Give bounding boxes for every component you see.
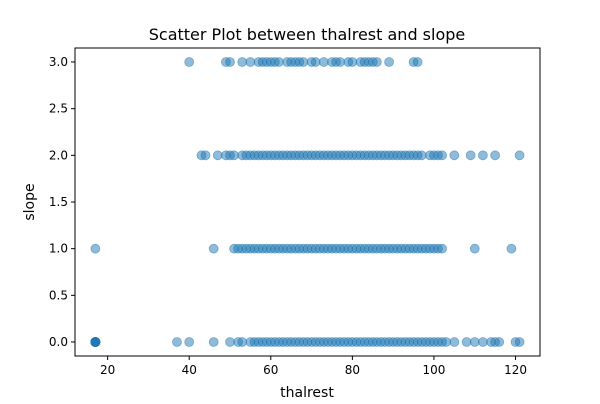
y-tick-label: 2.0 [49,148,68,162]
x-tick-label: 120 [504,363,527,377]
scatter-point [490,150,501,161]
scatter-points [90,57,525,347]
scatter-point [437,243,448,254]
scatter-point [184,57,195,67]
scatter-point [469,243,480,254]
scatter-point [384,57,394,67]
scatter-point [225,337,235,347]
x-axis: 20 40 60 80 100 120 [100,356,527,377]
y-tick-label: 1.0 [49,242,68,256]
scatter-point [465,150,476,161]
scatter-point [494,337,505,347]
scatter-point [90,337,101,347]
scatter-point [449,337,460,347]
scatter-point [310,57,321,67]
scatter-point [371,57,382,67]
x-tick-label: 20 [100,363,115,377]
scatter-point [335,57,346,67]
scatter-point [412,57,423,67]
scatter-point [461,337,472,347]
scatter-point [90,243,101,254]
y-tick-label: 1.5 [49,195,68,209]
y-axis-label: slope [22,183,38,220]
y-tick-label: 3.0 [49,55,68,69]
scatter-point [184,337,195,347]
scatter-point [506,243,517,254]
scatter-point [274,57,284,67]
x-tick-label: 100 [422,363,445,377]
scatter-point [200,150,211,161]
scatter-point [237,337,248,347]
x-tick-label: 40 [182,363,197,377]
scatter-point [449,150,460,161]
scatter-point [208,243,219,254]
y-axis: 0.0 0.5 1.0 1.5 2.0 2.5 3.0 [49,55,75,349]
plot-frame [74,47,541,357]
scatter-point [212,150,223,161]
scatter-point [347,57,358,67]
y-tick-label: 2.5 [49,102,68,116]
scatter-point [477,150,488,161]
scatter-point [514,150,525,161]
x-tick-label: 80 [345,363,360,377]
scatter-point [172,337,182,347]
scatter-point [477,337,488,347]
scatter-point [229,150,239,161]
y-tick-label: 0.5 [49,288,68,302]
chart-title: Scatter Plot between thalrest and slope [149,25,466,44]
scatter-point [245,57,256,67]
y-tick-label: 0.0 [49,335,68,349]
scatter-point [469,337,480,347]
scatter-point [441,337,452,347]
scatter-point [225,57,235,67]
scatter-point [237,57,248,67]
scatter-point [208,337,219,347]
scatter-point [416,150,427,161]
x-axis-label: thalrest [280,385,334,400]
x-tick-label: 60 [263,363,278,377]
scatter-point [318,57,329,67]
scatter-point [514,337,525,347]
scatter-point [298,57,309,67]
scatter-point [437,150,448,161]
